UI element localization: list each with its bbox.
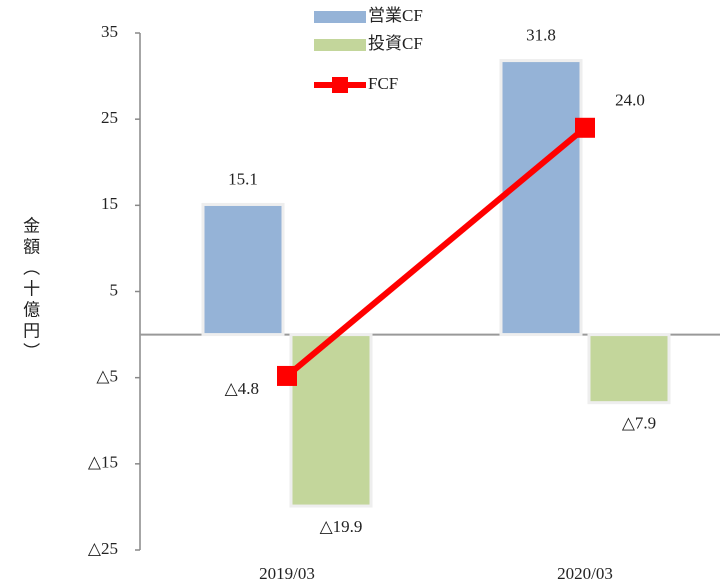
- line-marker: [277, 365, 297, 386]
- legend-swatch: [332, 77, 348, 93]
- y-tick-label: △5: [96, 367, 118, 386]
- y-tick-label: 5: [110, 280, 119, 299]
- y-tick-label: △25: [88, 539, 118, 558]
- y-tick-label: 35: [101, 22, 118, 41]
- legend-label: 投資CF: [368, 34, 423, 53]
- value-label: △19.9: [320, 517, 363, 536]
- y-tick-label: 25: [101, 108, 118, 127]
- legend-swatch: [314, 39, 366, 51]
- value-label: 31.8: [526, 25, 556, 44]
- x-tick-label: 2019/03: [259, 564, 315, 583]
- legend-label: FCF: [368, 74, 398, 93]
- bar: [201, 202, 285, 337]
- y-axis-label: 金額（十億円）: [20, 216, 40, 363]
- x-tick-label: 2020/03: [557, 564, 613, 583]
- line: [285, 125, 587, 379]
- line-marker: [575, 117, 595, 138]
- value-label: 15.1: [228, 169, 258, 188]
- value-label: 24.0: [615, 91, 645, 110]
- legend-swatch: [314, 11, 366, 23]
- legend-label: 営業CF: [368, 6, 423, 25]
- bar: [587, 333, 671, 405]
- y-tick-label: △15: [88, 453, 118, 472]
- value-label: △4.8: [225, 379, 259, 398]
- bar: [499, 59, 583, 337]
- y-tick-label: 15: [101, 194, 118, 213]
- value-label: △7.9: [622, 414, 656, 433]
